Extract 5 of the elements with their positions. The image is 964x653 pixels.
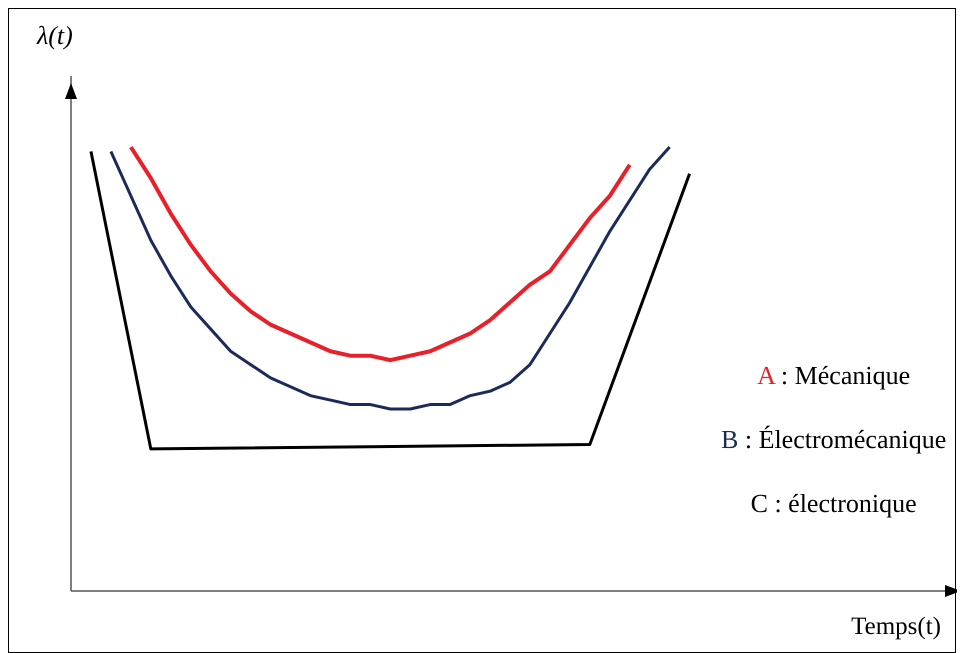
text: C : électronique: [750, 489, 917, 518]
y-axis-title: λ(t): [37, 21, 73, 51]
text: B : Électromécanique: [721, 425, 946, 454]
text: A : Mécanique: [757, 361, 910, 390]
x-axis-title: Temps(t): [851, 613, 941, 641]
